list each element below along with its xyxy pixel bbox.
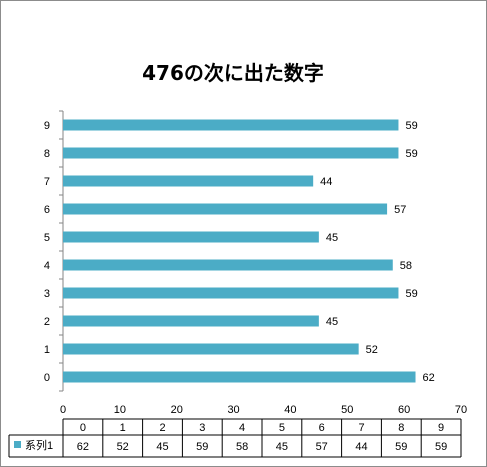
bar: [63, 259, 393, 271]
table-value-cell: 59: [395, 441, 407, 453]
bar: [63, 203, 388, 215]
bar: [63, 343, 359, 355]
x-tick-label: 40: [284, 404, 296, 416]
data-label: 62: [423, 372, 435, 384]
table-header-cell: 3: [199, 422, 205, 434]
x-tick-label: 0: [60, 404, 66, 416]
data-label: 57: [394, 204, 406, 216]
x-tick-label: 50: [341, 404, 353, 416]
data-label: 58: [400, 260, 412, 272]
data-label: 44: [320, 176, 332, 188]
y-tick-label: 0: [44, 372, 50, 384]
table-value-cell: 52: [117, 441, 129, 453]
y-tick-label: 7: [44, 176, 50, 188]
legend-label: 系列1: [25, 438, 53, 452]
table-value-cell: 59: [196, 441, 208, 453]
data-table: 0 62 1 52 2 45 3 59 4 58 5 45 6 57 7 44 8 59 9 59 系列1: [8, 418, 462, 458]
data-label: 52: [366, 344, 378, 356]
x-tick-label: 20: [171, 404, 183, 416]
x-tick-label: 70: [455, 404, 467, 416]
data-label: 59: [405, 148, 417, 160]
data-label: 59: [405, 120, 417, 132]
x-tick-label: 60: [398, 404, 410, 416]
table-value-cell: 62: [77, 441, 89, 453]
table-value-cell: 59: [435, 441, 447, 453]
table-header-cell: 9: [438, 422, 444, 434]
y-tick-label: 6: [44, 204, 50, 216]
bar: [63, 119, 399, 131]
table-value-cell: 45: [156, 441, 168, 453]
table-value-cell: 45: [276, 441, 288, 453]
x-tick-label: 10: [114, 404, 126, 416]
data-label: 45: [326, 316, 338, 328]
table-value-cell: 44: [355, 441, 367, 453]
bar: [63, 147, 399, 159]
bar: [63, 315, 319, 327]
table-header-cell: 4: [239, 422, 245, 434]
bar: [63, 175, 314, 187]
y-tick-label: 4: [44, 260, 50, 272]
data-labels: 62 52 45 59 58 45 57 44 59 59: [320, 120, 435, 384]
table-value-cell: 57: [316, 441, 328, 453]
bar: [63, 287, 399, 299]
chart-title: 476の次に出た数字: [142, 61, 324, 85]
y-tick-label: 3: [44, 288, 50, 300]
legend-key: [14, 441, 21, 448]
table-header-cell: 1: [120, 422, 126, 434]
data-label: 59: [405, 288, 417, 300]
table-header-cell: 5: [279, 422, 285, 434]
table-header-cell: 6: [319, 422, 325, 434]
bars: [63, 119, 416, 383]
x-tick-label: 30: [227, 404, 239, 416]
bar: [63, 371, 416, 383]
y-tick-label: 9: [44, 120, 50, 132]
y-tick-label: 1: [44, 344, 50, 356]
table-value-cell: 58: [236, 441, 248, 453]
table-header-cell: 8: [398, 422, 404, 434]
table-header-cell: 0: [80, 422, 86, 434]
y-tick-label: 5: [44, 232, 50, 244]
table-header-cell: 2: [159, 422, 165, 434]
table-header-cell: 7: [358, 422, 364, 434]
bar: [63, 231, 319, 243]
y-tick-label: 2: [44, 316, 50, 328]
data-label: 45: [326, 232, 338, 244]
y-tick-label: 8: [44, 148, 50, 160]
